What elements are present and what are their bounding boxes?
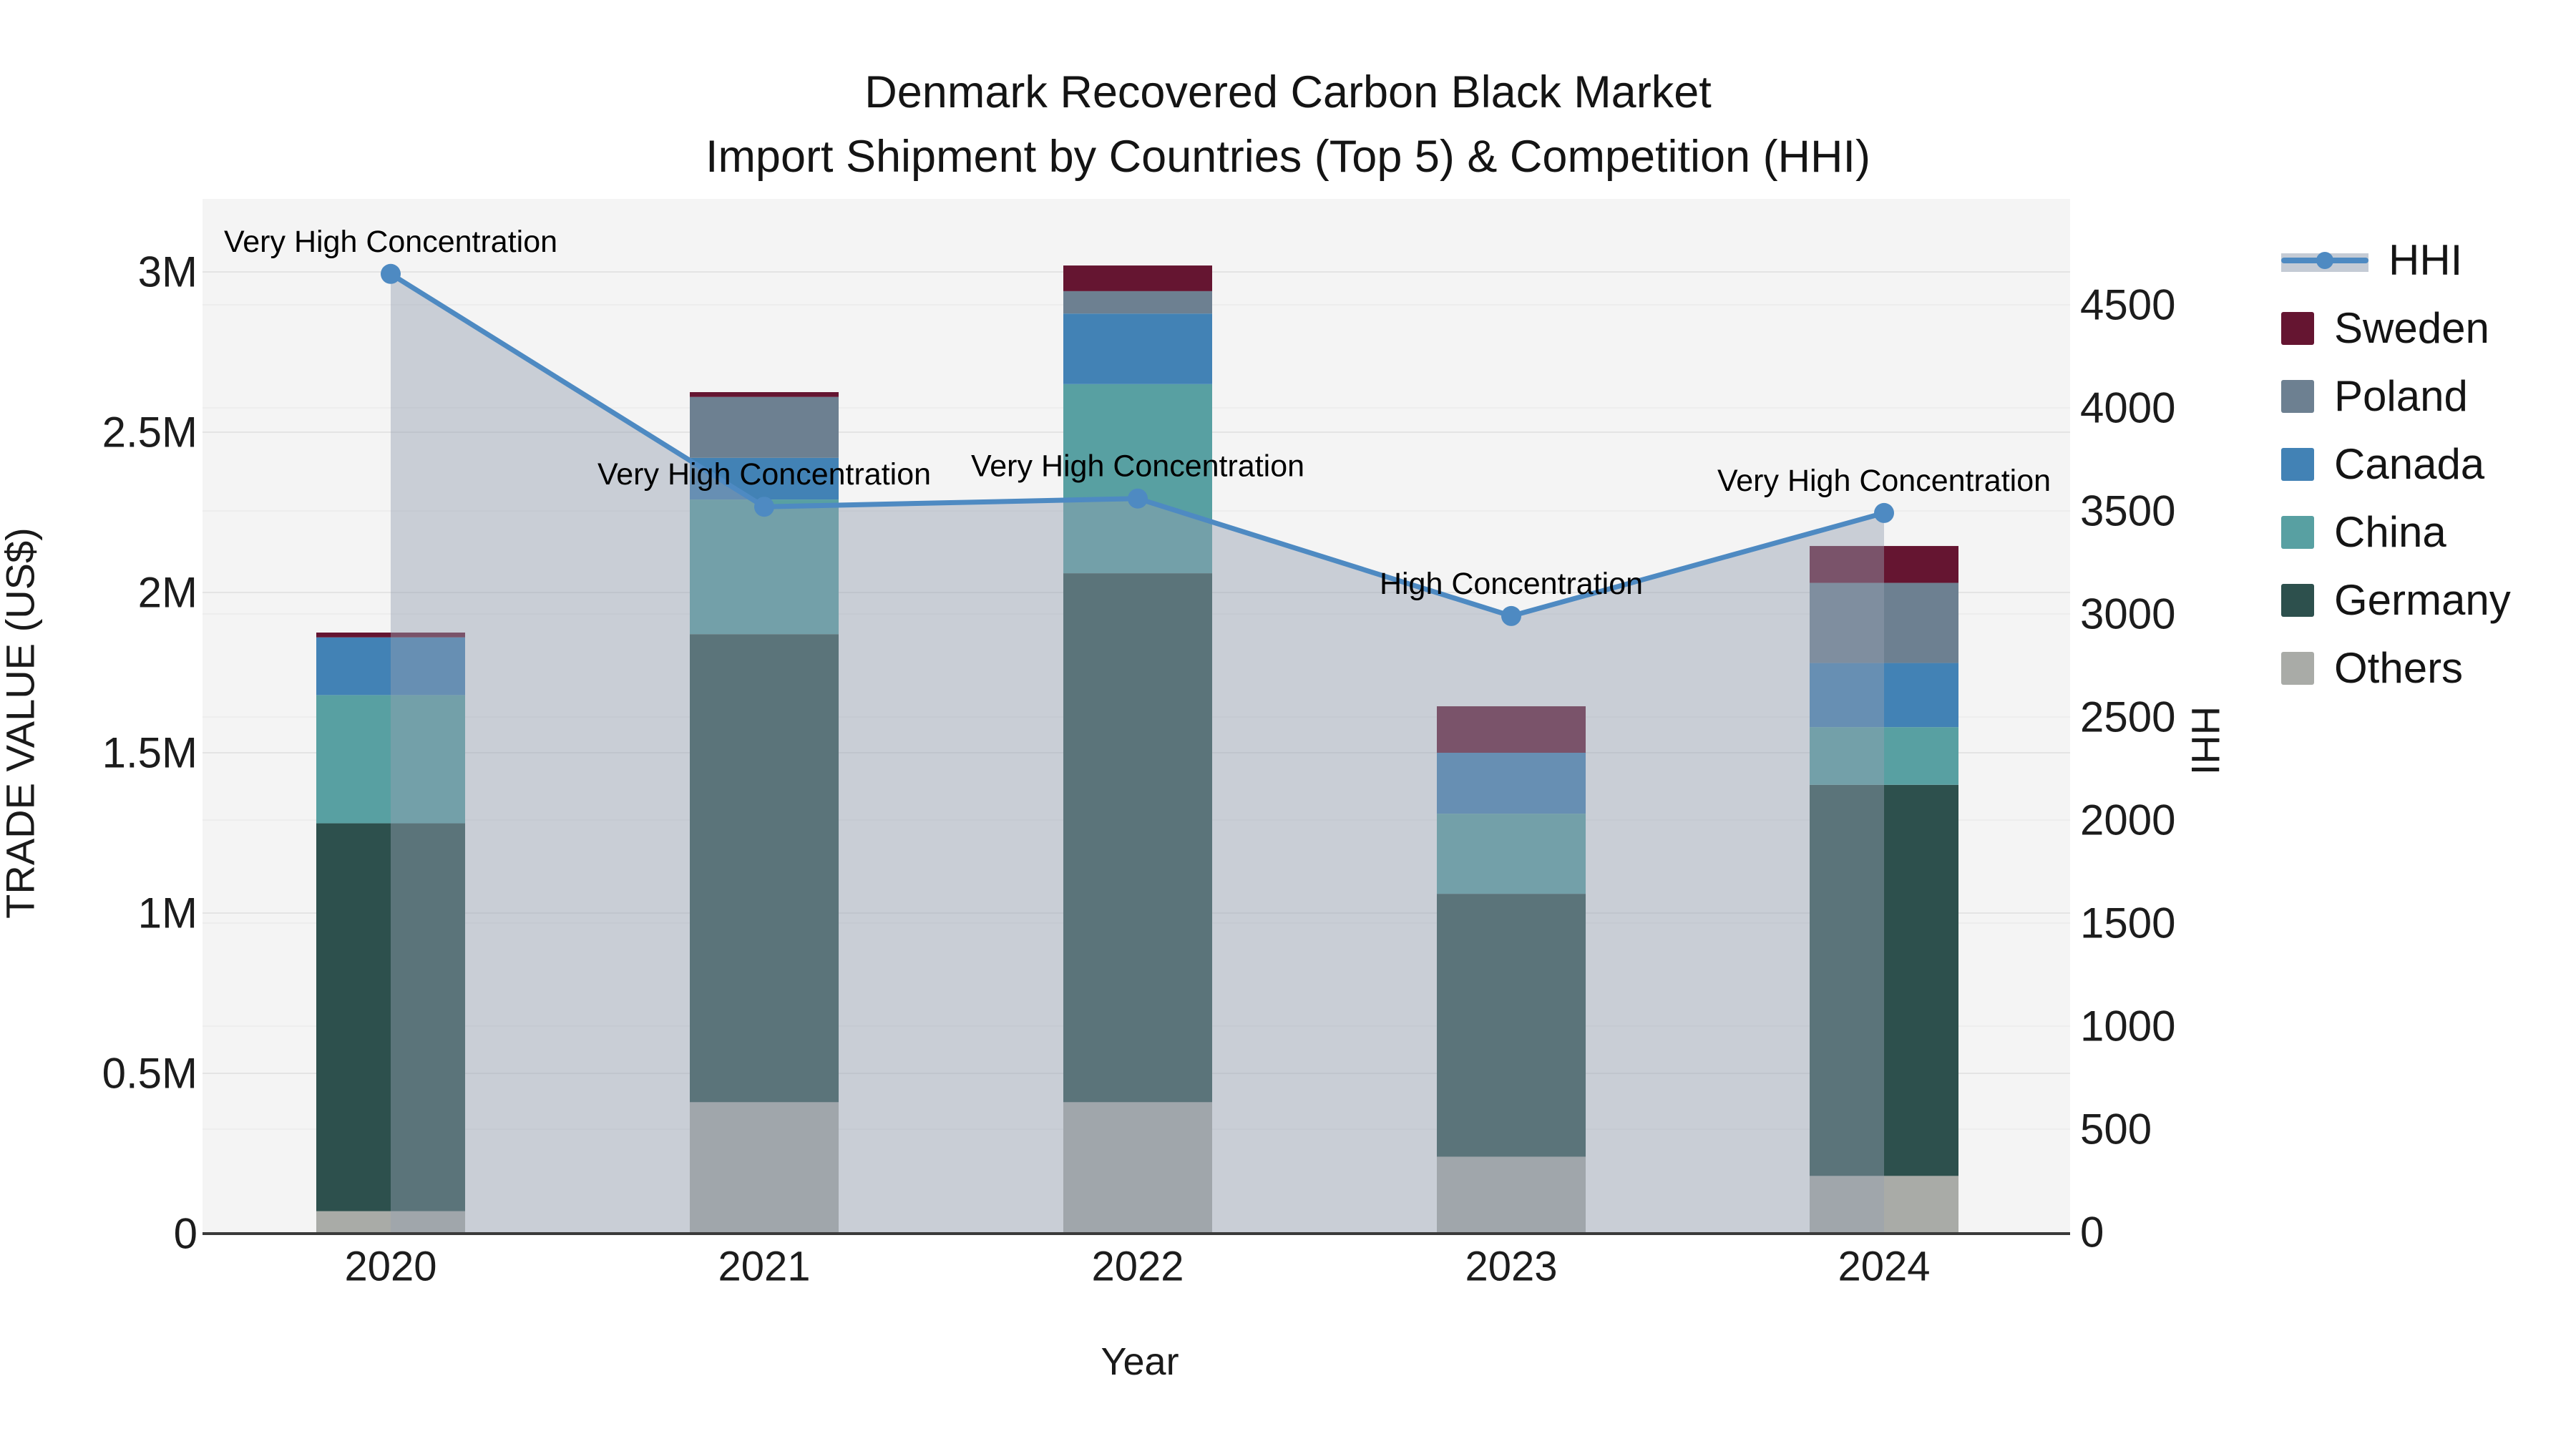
y-right-tick-4500: 4500 [2080, 281, 2175, 329]
bar-segment-germany-2023 [1437, 894, 1586, 1157]
bar-segment-canada-2023 [1437, 753, 1586, 814]
legend-swatch-poland [2281, 379, 2314, 413]
y-left-tick-1.5M: 1.5M [102, 729, 197, 777]
bar-segment-germany-2024 [1810, 784, 1958, 1176]
legend-hhi-line-swatch [2281, 244, 2368, 277]
bar-segment-china-2024 [1810, 727, 1958, 785]
annotation-2022: Very High Concentration [971, 449, 1304, 484]
bar-segment-germany-2020 [316, 823, 465, 1211]
y-right-tick-1000: 1000 [2080, 1002, 2175, 1050]
hhi-marker-2020 [381, 263, 401, 284]
bar-segment-china-2020 [316, 695, 465, 824]
legend-label-others: Others [2334, 644, 2464, 692]
y-right-tick-0: 0 [2080, 1209, 2104, 1257]
y-right-tick-1500: 1500 [2080, 899, 2175, 947]
legend-swatch-canada [2281, 447, 2314, 481]
bar-segment-germany-2021 [690, 634, 839, 1103]
legend-item-others[interactable]: Others [2281, 634, 2511, 702]
legend-label-sweden: Sweden [2334, 304, 2489, 352]
bar-segment-others-2022 [1063, 1102, 1212, 1234]
legend-item-poland[interactable]: Poland [2281, 362, 2511, 430]
bar-segment-china-2023 [1437, 814, 1586, 894]
x-tick-2020: 2020 [344, 1244, 436, 1290]
bar-segment-china-2022 [1063, 384, 1212, 574]
legend-swatch-others [2281, 651, 2314, 685]
y-right-tick-4000: 4000 [2080, 384, 2175, 432]
bar-segment-poland-2021 [690, 396, 839, 458]
y-right-tick-3500: 3500 [2080, 487, 2175, 535]
x-tick-2023: 2023 [1465, 1244, 1557, 1290]
hhi-marker-2024 [1874, 502, 1894, 523]
bar-segment-poland-2022 [1063, 291, 1212, 314]
bar-segment-sweden-2021 [690, 392, 839, 397]
y-left-tick-0: 0 [174, 1210, 197, 1258]
y-axis-right-title: HHI [2183, 706, 2228, 776]
y-left-tick-2M: 2M [138, 569, 197, 617]
bar-segment-canada-2022 [1063, 313, 1212, 384]
bar-segment-sweden-2020 [316, 633, 465, 638]
bar-segment-canada-2024 [1810, 663, 1958, 728]
hhi-marker-2021 [754, 497, 774, 517]
y-left-tick-1M: 1M [138, 889, 197, 937]
bar-segment-canada-2020 [316, 637, 465, 696]
bar-segment-sweden-2023 [1437, 706, 1586, 753]
y-right-tick-2000: 2000 [2080, 796, 2175, 844]
bar-segment-germany-2022 [1063, 573, 1212, 1103]
y-right-tick-3000: 3000 [2080, 590, 2175, 638]
bar-segment-sweden-2022 [1063, 265, 1212, 291]
legend-label-china: China [2334, 508, 2446, 556]
bar-segment-others-2020 [316, 1211, 465, 1234]
legend-label-canada: Canada [2334, 440, 2485, 488]
annotation-2021: Very High Concentration [597, 457, 931, 492]
legend-item-germany[interactable]: Germany [2281, 566, 2511, 634]
y-right-tick-500: 500 [2080, 1106, 2152, 1153]
legend-item-china[interactable]: China [2281, 498, 2511, 566]
legend-item-hhi[interactable]: HHI [2281, 226, 2511, 294]
x-tick-2024: 2024 [1838, 1244, 1930, 1290]
legend-item-canada[interactable]: Canada [2281, 430, 2511, 498]
bar-segment-sweden-2024 [1810, 546, 1958, 583]
annotation-2024: Very High Concentration [1717, 464, 2051, 498]
y-right-tick-2500: 2500 [2080, 693, 2175, 741]
legend-item-sweden[interactable]: Sweden [2281, 294, 2511, 362]
bar-segment-others-2021 [690, 1102, 839, 1234]
x-axis-title: Year [1101, 1340, 1179, 1383]
legend-swatch-china [2281, 515, 2314, 549]
x-tick-2021: 2021 [718, 1244, 810, 1290]
legend: HHI Sweden Poland Canada China Germany Others [2281, 226, 2511, 702]
chart-title-line1: Denmark Recovered Carbon Black Market [864, 67, 1712, 117]
hhi-marker-2023 [1501, 605, 1521, 626]
bar-segment-others-2024 [1810, 1176, 1958, 1234]
x-tick-2022: 2022 [1091, 1244, 1184, 1290]
legend-label-poland: Poland [2334, 372, 2468, 420]
annotation-2020: Very High Concentration [224, 225, 557, 259]
legend-swatch-germany [2281, 583, 2314, 617]
legend-label-germany: Germany [2334, 576, 2511, 624]
legend-label-hhi: HHI [2389, 236, 2463, 284]
annotation-2023: High Concentration [1380, 567, 1643, 601]
chart-title-line2: Import Shipment by Countries (Top 5) & C… [705, 132, 1871, 182]
y-left-tick-0.5M: 0.5M [102, 1050, 197, 1098]
y-left-tick-2.5M: 2.5M [102, 409, 197, 457]
bar-segment-poland-2024 [1810, 582, 1958, 663]
legend-swatch-sweden [2281, 311, 2314, 345]
bar-segment-china-2021 [690, 499, 839, 635]
hhi-marker-2022 [1128, 488, 1148, 509]
chart-title: Denmark Recovered Carbon Black Market Im… [0, 60, 2576, 189]
y-left-tick-3M: 3M [138, 248, 197, 296]
bar-segment-others-2023 [1437, 1156, 1586, 1234]
y-axis-left-title: TRADE VALUE (US$) [0, 527, 43, 919]
